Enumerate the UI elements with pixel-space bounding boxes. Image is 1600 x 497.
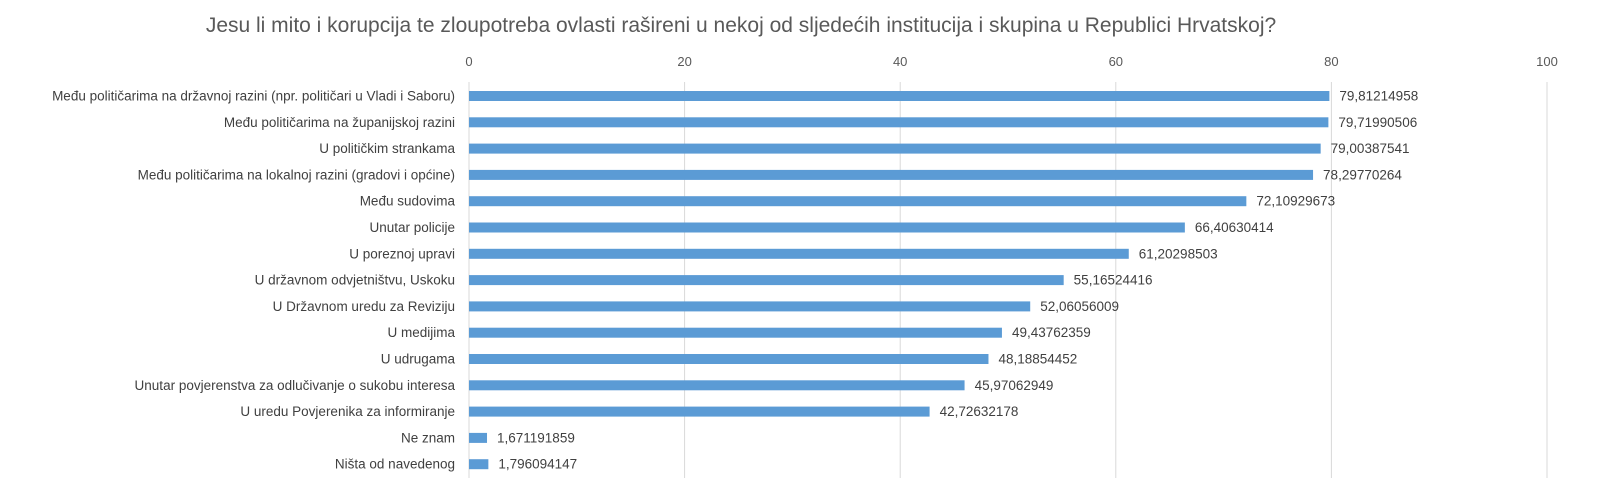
bar [469,275,1064,286]
bar [469,327,1002,338]
x-tick-label: 0 [465,54,472,69]
data-label: 48,18854452 [998,352,1077,367]
data-label: 79,71990506 [1338,115,1417,130]
bar [469,354,989,364]
data-label: 1,796094147 [498,457,577,472]
category-labels: Među političarima na državnoj razini (np… [52,89,455,472]
category-label: Među političarima na lokalnoj razini (gr… [138,167,455,182]
bar [469,248,1129,259]
x-tick-label: 20 [677,54,691,69]
category-label: U poreznoj upravi [349,246,455,261]
bars [469,91,1330,470]
bar [469,91,1330,101]
data-label: 78,29770264 [1323,167,1402,182]
bar [469,432,488,443]
category-label: U udrugama [381,352,456,367]
category-label: Unutar policije [369,220,455,235]
data-label: 1,671191859 [497,430,575,445]
category-label: Ništa od navedenog [335,457,455,472]
data-label: 66,40630414 [1195,220,1274,235]
data-label: 42,72632178 [940,404,1019,419]
category-label: U državnom odvjetništvu, Uskoku [255,273,455,288]
bar [469,196,1247,207]
data-label: 55,16524416 [1074,273,1153,288]
x-tick-label: 60 [1109,54,1123,69]
bar [469,117,1329,128]
category-label: Među sudovima [360,194,456,209]
data-label: 72,10929673 [1256,194,1335,209]
category-label: Unutar povjerenstva za odlučivanje o suk… [135,378,456,393]
data-label: 79,81214958 [1339,89,1418,104]
category-label: Ne znam [401,430,455,445]
data-labels: 79,81214958 79,71990506 79,00387541 78,2977… [497,89,1418,472]
bar [469,406,930,417]
data-label: 61,20298503 [1139,246,1218,261]
bar [469,143,1321,154]
bar [469,380,965,391]
category-label: Među političarima na državnoj razini (np… [52,89,455,104]
category-label: U Državnom uredu za Reviziju [273,299,455,314]
bar [469,459,489,470]
category-label: U uredu Povjerenika za informiranje [240,404,455,419]
data-label: 49,43762359 [1012,325,1091,340]
category-label: U političkim strankama [319,141,455,156]
bar [469,169,1314,180]
data-label: 52,06056009 [1040,299,1119,314]
bar [469,222,1185,233]
category-label: Među političarima na županijskoj razini [224,115,455,130]
category-label: U medijima [387,325,455,340]
data-label: 45,97062949 [975,378,1054,393]
x-tick-label: 40 [893,54,907,69]
data-label: 79,00387541 [1331,141,1410,156]
chart-title: Jesu li mito i korupcija te zloupotreba … [205,14,1277,37]
bar [469,301,1031,312]
x-tick-label: 100 [1536,54,1558,69]
x-tick-label: 80 [1324,54,1338,69]
x-axis-tick-labels: 0 20 40 60 80 100 [465,54,1557,69]
